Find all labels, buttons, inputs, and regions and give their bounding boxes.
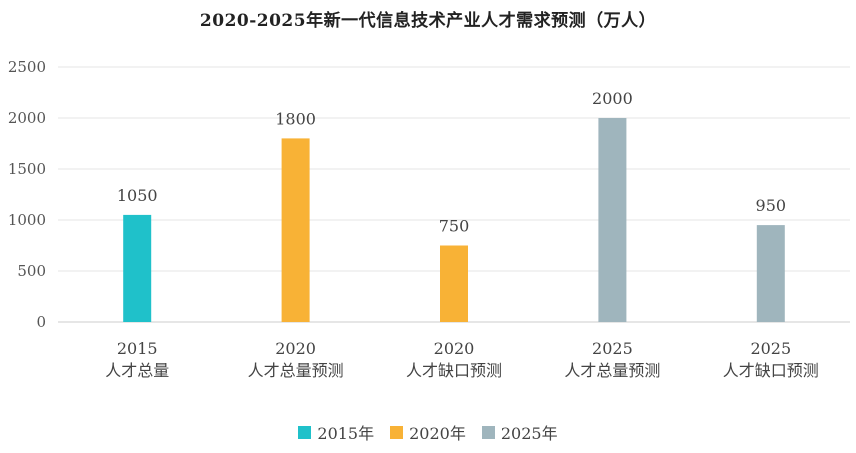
y-tick-label: 1000: [8, 211, 46, 229]
y-tick-label: 1500: [8, 160, 46, 178]
data-labels: 1050 1800 750 2000 950: [117, 89, 786, 236]
legend-label: 2015年: [317, 424, 375, 443]
data-label: 2000: [592, 89, 633, 108]
x-category-label: 人才总量预测: [564, 361, 660, 380]
x-category-label: 2015: [117, 339, 158, 358]
data-label: 950: [756, 196, 787, 215]
y-tick-label: 500: [17, 262, 46, 280]
x-category-label: 人才缺口预测: [406, 361, 502, 380]
chart-title: 2020-2025年新一代信息技术产业人才需求预测（万人）: [199, 11, 657, 31]
bars: [123, 118, 785, 322]
legend-item: 2020年: [390, 420, 466, 444]
x-category-label: 人才缺口预测: [723, 361, 819, 380]
legend: 2015年 2020年 2025年: [0, 420, 856, 444]
y-tick-label: 2500: [8, 58, 46, 76]
bar: [756, 225, 785, 322]
bar: [281, 138, 310, 322]
x-category-label: 人才总量: [105, 361, 169, 380]
legend-swatch: [390, 425, 404, 439]
data-label: 1050: [117, 186, 158, 205]
legend-swatch: [481, 425, 495, 439]
legend-item: 2015年: [298, 420, 374, 444]
bar: [440, 245, 468, 322]
data-label: 1800: [275, 109, 316, 128]
y-axis-ticks: 0 500 1000 1500 2000 2500: [8, 58, 46, 331]
x-category-label: 人才总量预测: [248, 361, 344, 380]
x-category-label: 2025: [592, 339, 633, 358]
data-label: 750: [439, 217, 470, 236]
y-tick-label: 0: [36, 313, 46, 331]
y-tick-label: 2000: [8, 109, 46, 127]
legend-label: 2025年: [500, 424, 558, 443]
legend-swatch: [298, 425, 312, 439]
x-category-label: 2025: [750, 339, 791, 358]
x-category-label: 2020: [434, 339, 475, 358]
x-axis-categories: 2015 人才总量 2020 人才总量预测 2020 人才缺口预测 2025 人才总量预测 20…: [105, 339, 819, 380]
x-category-label: 2020: [275, 339, 316, 358]
bar: [123, 214, 152, 322]
legend-item: 2025年: [481, 420, 558, 444]
legend-label: 2020年: [409, 424, 466, 443]
bar: [598, 118, 627, 322]
